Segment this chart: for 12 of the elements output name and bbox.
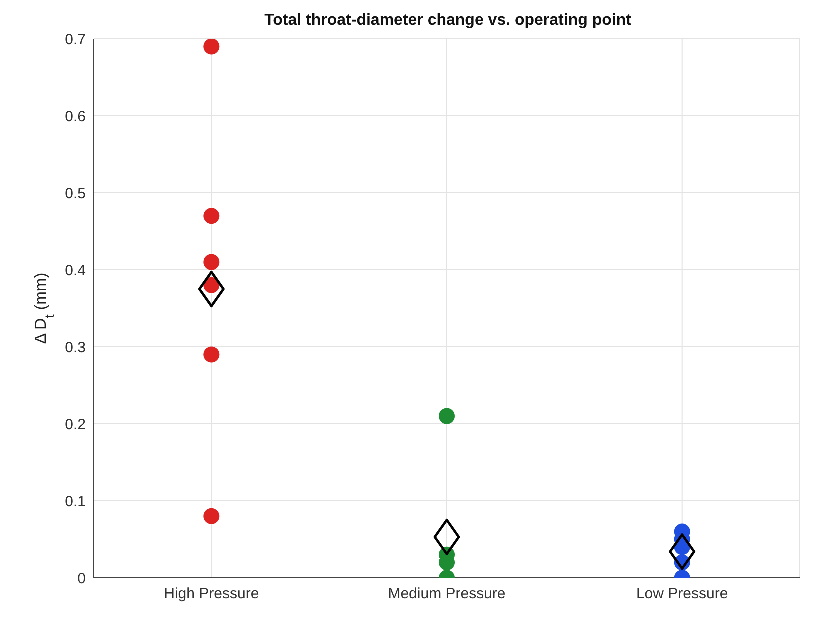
y-tick-label: 0.3 <box>65 339 86 356</box>
y-tick-label: 0.5 <box>65 185 86 202</box>
chart-title: Total throat-diameter change vs. operating point <box>264 12 632 30</box>
y-tick-label: 0 <box>78 570 86 588</box>
y-tick-label: 0.2 <box>65 416 86 434</box>
y-tick-label: 0.1 <box>65 493 86 510</box>
x-tick-label: Medium Pressure <box>388 586 506 603</box>
x-tick-label: High Pressure <box>164 586 260 603</box>
y-tick-label: 0.4 <box>65 262 86 280</box>
y-tick-label: 0.7 <box>65 31 86 48</box>
y-tick-label: 0.6 <box>65 108 86 126</box>
x-tick-label: Low Pressure <box>636 586 728 603</box>
